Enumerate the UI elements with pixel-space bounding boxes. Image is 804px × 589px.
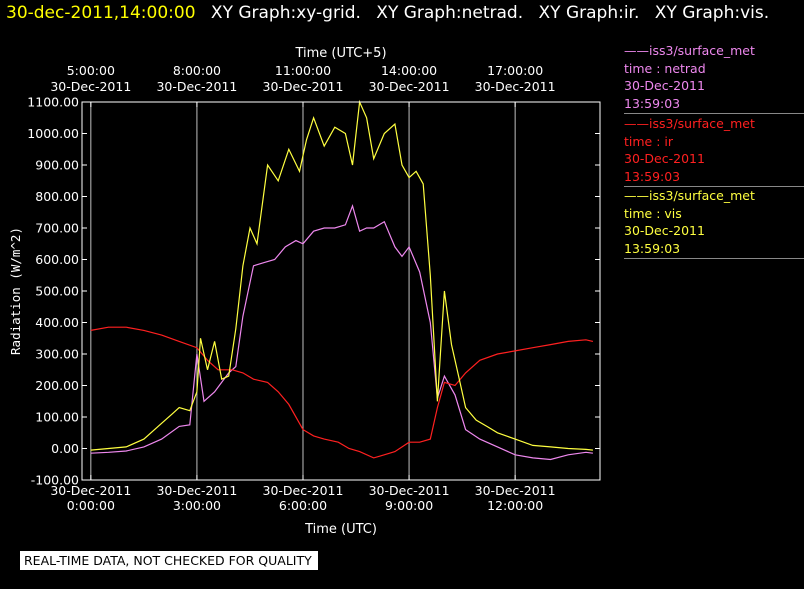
- plot-frame: [81, 101, 601, 481]
- x2-tick-label-time: 11:00:00: [275, 63, 331, 78]
- y-tick-label: 900.00: [35, 158, 79, 173]
- legend-ir-field: time : ir: [624, 133, 674, 149]
- x2-tick-label-time: 14:00:00: [381, 63, 437, 78]
- x-tick-label-time: 3:00:00: [173, 498, 221, 513]
- graph-title-xy-grid: XY Graph:xy-grid.: [210, 3, 361, 23]
- legend-vis-time: 13:59:03: [624, 240, 681, 256]
- x-tick-label-time: 9:00:00: [385, 498, 433, 513]
- x-tick-label-time: 0:00:00: [67, 498, 115, 513]
- legend-netrad-name: ——iss3/surface_met: [624, 43, 755, 58]
- y-tick-label: 0.00: [51, 441, 79, 456]
- x-tick-label-date: 30-Dec-2011: [369, 483, 450, 498]
- x-tick-label-date: 30-Dec-2011: [263, 483, 344, 498]
- legend-vis-name: ——iss3/surface_met: [624, 188, 755, 203]
- series-line-time-vis: [90, 99, 593, 451]
- quality-notice: REAL-TIME DATA, NOT CHECKED FOR QUALITY: [20, 551, 318, 570]
- x2-tick-label-date: 30-Dec-2011: [263, 79, 344, 94]
- graph-title-ir: XY Graph:ir.: [538, 3, 640, 23]
- y-axis-label: Radiation (W/m^2): [8, 227, 23, 355]
- y-tick-label: 500.00: [35, 284, 79, 299]
- x2-tick-label-date: 30-Dec-2011: [156, 79, 237, 94]
- y-tick-label: 200.00: [35, 378, 79, 393]
- y-tick-label: 1100.00: [27, 95, 79, 110]
- series-line-time-ir: [90, 326, 594, 459]
- x2-tick-label-date: 30-Dec-2011: [50, 79, 131, 94]
- title-bar: 30-dec-2011,14:00:00 XY Graph:xy-grid. X…: [6, 2, 779, 26]
- header-datetime: 30-dec-2011,14:00:00: [6, 3, 196, 23]
- y-tick-label: 300.00: [35, 347, 79, 362]
- x2-tick-label-date: 30-Dec-2011: [475, 79, 556, 94]
- x-axis-label: Time (UTC): [304, 522, 377, 537]
- legend-netrad-date: 30-Dec-2011: [624, 78, 705, 93]
- y-tick-label: 400.00: [35, 315, 79, 330]
- legend-vis: ——iss3/surface_met time : vis 30-Dec-201…: [624, 187, 804, 259]
- graph-title-netrad: XY Graph:netrad.: [376, 3, 524, 23]
- legend-netrad-field: time : netrad: [624, 60, 706, 76]
- legend-divider: [624, 258, 804, 259]
- x-tick-label-date: 30-Dec-2011: [50, 483, 131, 498]
- y-tick-label: 800.00: [35, 189, 79, 204]
- legend-ir-time: 13:59:03: [624, 168, 681, 184]
- y-tick-label: 700.00: [35, 221, 79, 236]
- legend-vis-date: 30-Dec-2011: [624, 223, 705, 238]
- x2-tick-label-date: 30-Dec-2011: [369, 79, 450, 94]
- legend-netrad: ——iss3/surface_met time : netrad 30-Dec-…: [624, 42, 804, 114]
- x2-tick-label-time: 17:00:00: [487, 63, 543, 78]
- series-line-time-netrad: [90, 203, 593, 461]
- legend-divider: [624, 113, 804, 114]
- y-tick-label: 600.00: [35, 252, 79, 267]
- x-tick-label-date: 30-Dec-2011: [475, 483, 556, 498]
- legend-divider: [624, 186, 804, 187]
- legend-netrad-time: 13:59:03: [624, 95, 681, 111]
- y-tick-label: 1000.00: [27, 126, 79, 141]
- x-tick-label-date: 30-Dec-2011: [156, 483, 237, 498]
- x-tick-label-time: 12:00:00: [487, 498, 543, 513]
- legend-vis-field: time : vis: [624, 205, 682, 221]
- x-tick-label-time: 6:00:00: [279, 498, 327, 513]
- legend-ir: ——iss3/surface_met time : ir 30-Dec-2011…: [624, 115, 804, 187]
- legend-ir-date: 30-Dec-2011: [624, 151, 705, 166]
- graph-title-vis: XY Graph:vis.: [654, 3, 770, 23]
- x2-tick-label-time: 8:00:00: [173, 63, 221, 78]
- y-tick-label: -100.00: [31, 473, 79, 488]
- x2-tick-label-time: 5:00:00: [67, 63, 115, 78]
- y-tick-label: 100.00: [35, 410, 79, 425]
- x2-axis-label: Time (UTC+5): [294, 46, 386, 61]
- legend-ir-name: ——iss3/surface_met: [624, 116, 755, 131]
